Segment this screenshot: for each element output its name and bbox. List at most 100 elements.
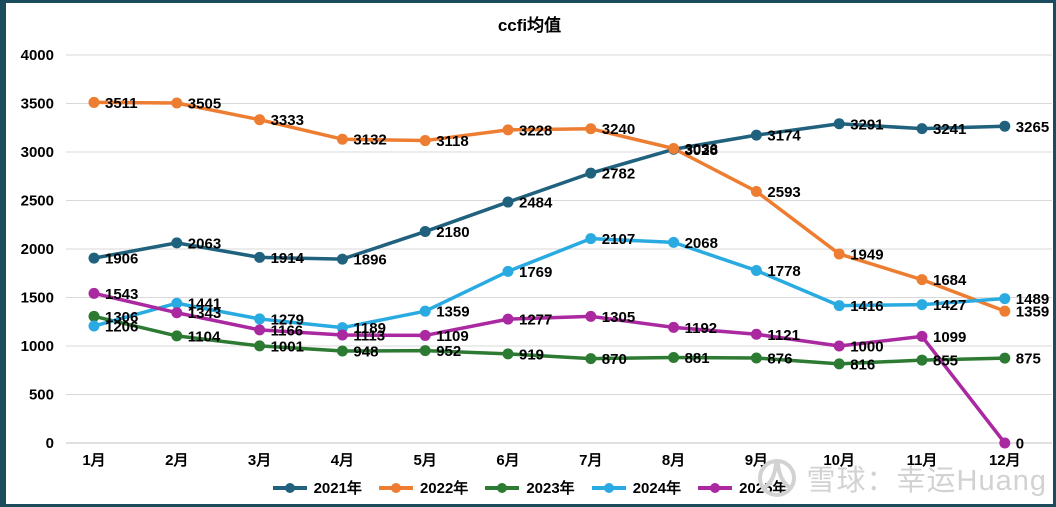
data-label-2023年: 870 bbox=[602, 351, 627, 368]
data-label-2021年: 2180 bbox=[436, 224, 469, 241]
data-label-2021年: 3028 bbox=[685, 142, 718, 159]
data-label-2021年: 2063 bbox=[188, 235, 221, 252]
x-axis-tick-label: 9月 bbox=[745, 452, 768, 469]
data-point-2023年 bbox=[171, 330, 183, 342]
x-axis-tick-label: 7月 bbox=[579, 452, 602, 469]
legend-marker-icon bbox=[698, 482, 733, 493]
data-label-2025年: 0 bbox=[1016, 436, 1024, 453]
data-label-2025年: 1543 bbox=[105, 286, 138, 303]
data-label-2022年: 3333 bbox=[271, 112, 304, 129]
data-label-2021年: 2484 bbox=[519, 195, 553, 212]
y-axis-tick-label: 3500 bbox=[21, 96, 54, 113]
data-point-2021年 bbox=[171, 237, 183, 249]
xueqiu-snowball-logo-icon bbox=[757, 459, 796, 497]
data-point-2023年 bbox=[916, 354, 928, 366]
data-label-2022年: 3505 bbox=[188, 96, 221, 113]
data-point-2021年 bbox=[585, 167, 597, 179]
data-point-2024年 bbox=[419, 305, 431, 317]
data-label-2022年: 3228 bbox=[519, 122, 552, 139]
data-point-2023年 bbox=[88, 310, 100, 322]
y-axis-tick-label: 4000 bbox=[21, 47, 54, 64]
x-axis-tick-label: 11月 bbox=[907, 452, 938, 469]
ccfi-line-chart: 0 500 1000 1500 2000 2500 3000 3500 4000 1月 2月 3月 4月… bbox=[21, 47, 1052, 469]
data-point-2023年 bbox=[999, 352, 1011, 364]
series-line-2024年 bbox=[92, 236, 1007, 330]
data-label-2025年: 1277 bbox=[519, 312, 552, 329]
x-axis-tick-label: 6月 bbox=[496, 452, 519, 469]
series-line-2022年 bbox=[92, 100, 1007, 313]
data-point-2023年 bbox=[585, 353, 597, 365]
data-label-2021年: 3291 bbox=[850, 116, 883, 133]
x-axis-tick-label: 3月 bbox=[248, 452, 271, 469]
data-label-2024年: 1416 bbox=[850, 298, 883, 315]
data-point-2023年 bbox=[254, 340, 266, 352]
data-label-2021年: 1896 bbox=[353, 252, 386, 269]
data-point-2025年 bbox=[750, 328, 762, 340]
data-point-2024年 bbox=[999, 293, 1011, 305]
data-label-2021年: 1914 bbox=[271, 250, 305, 267]
y-axis-tick-label: 0 bbox=[46, 435, 54, 452]
data-label-2023年: 816 bbox=[850, 356, 875, 373]
data-point-2025年 bbox=[502, 313, 514, 325]
legend-marker-icon bbox=[272, 482, 307, 493]
data-point-2024年 bbox=[668, 236, 680, 248]
data-label-2021年: 3241 bbox=[933, 121, 966, 138]
series-line-2021年 bbox=[92, 122, 1007, 261]
data-label-2024年: 1279 bbox=[271, 311, 304, 328]
data-point-2024年 bbox=[88, 320, 100, 332]
data-point-2025年 bbox=[833, 340, 845, 352]
data-point-2022年 bbox=[750, 185, 762, 197]
data-point-2021年 bbox=[999, 120, 1011, 132]
data-point-2023年 bbox=[833, 358, 845, 370]
data-label-2023年: 948 bbox=[353, 344, 378, 361]
watermark: 雪球：幸运Huang bbox=[755, 456, 1047, 500]
data-point-2024年 bbox=[750, 265, 762, 277]
data-label-2023年: 919 bbox=[519, 346, 544, 363]
data-point-2021年 bbox=[833, 118, 845, 130]
x-axis-tick-label: 5月 bbox=[414, 452, 437, 469]
data-label-2022年: 1684 bbox=[933, 272, 967, 289]
y-axis-tick-label: 2000 bbox=[21, 241, 54, 258]
legend-label: 2021年 bbox=[313, 480, 362, 497]
data-label-2024年: 1441 bbox=[188, 296, 221, 313]
data-point-2024年 bbox=[585, 233, 597, 245]
data-label-2025年: 1099 bbox=[933, 329, 966, 346]
data-label-2023年: 875 bbox=[1016, 351, 1041, 368]
data-point-2021年 bbox=[419, 226, 431, 238]
data-label-2021年: 2782 bbox=[602, 166, 635, 183]
data-label-2021年: 1906 bbox=[105, 251, 138, 268]
data-point-2025年 bbox=[999, 437, 1011, 449]
y-axis-tick-label: 3000 bbox=[21, 144, 54, 161]
data-point-2022年 bbox=[999, 305, 1011, 317]
data-label-2024年: 1427 bbox=[933, 297, 966, 314]
series-line-2023年 bbox=[92, 314, 1007, 366]
data-label-2023年: 1306 bbox=[105, 309, 138, 326]
y-axis-tick-label: 500 bbox=[29, 387, 54, 404]
legend-marker-icon bbox=[591, 482, 626, 493]
data-point-2024年 bbox=[833, 300, 845, 312]
data-point-2023年 bbox=[750, 352, 762, 364]
x-axis-tick-label: 10月 bbox=[823, 452, 855, 469]
data-point-2021年 bbox=[750, 129, 762, 141]
data-point-2025年 bbox=[336, 329, 348, 341]
data-label-2024年: 1778 bbox=[767, 263, 800, 280]
watermark-text: 雪球：幸运Huang bbox=[806, 465, 1047, 497]
x-axis-tick-label: 8月 bbox=[662, 452, 685, 469]
data-label-2024年: 1206 bbox=[105, 319, 138, 336]
data-label-2022年: 3118 bbox=[436, 133, 469, 150]
data-point-2021年 bbox=[254, 251, 266, 263]
data-label-2023年: 952 bbox=[436, 343, 461, 360]
data-point-2022年 bbox=[833, 248, 845, 260]
data-label-2021年: 3265 bbox=[1016, 119, 1049, 136]
data-point-2025年 bbox=[585, 310, 597, 322]
data-point-2025年 bbox=[171, 307, 183, 319]
data-point-2025年 bbox=[419, 329, 431, 341]
x-axis-tick-label: 12月 bbox=[989, 452, 1021, 469]
data-label-2023年: 876 bbox=[767, 351, 792, 368]
data-point-2022年 bbox=[585, 123, 597, 135]
data-label-2023年: 881 bbox=[685, 350, 710, 367]
data-label-2025年: 1000 bbox=[850, 339, 883, 356]
data-label-2024年: 1359 bbox=[436, 304, 469, 321]
data-label-2022年: 3132 bbox=[353, 132, 386, 149]
